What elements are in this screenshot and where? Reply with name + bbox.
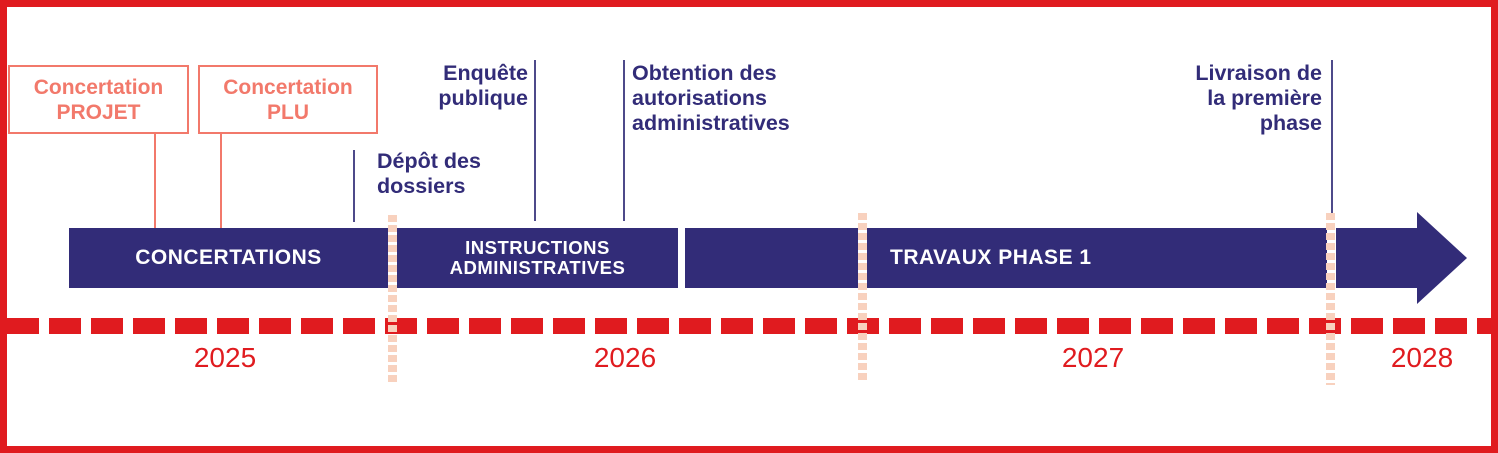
tick-line-depot-dossiers [353,150,355,222]
milestone-line: autorisations [632,86,767,110]
tick-line-enquete-publique [534,60,536,221]
timeline-arrow-head-icon [1417,212,1467,304]
callout-line: Concertation [223,75,353,99]
callout-line: PROJET [56,100,141,124]
phase-separator-3 [1326,213,1335,385]
phase-segment-concertations: CONCERTATIONS [69,228,388,288]
milestone-line: phase [1259,111,1322,135]
year-axis-dashed-line [7,318,1491,334]
milestone-enquete-publique: Enquête publique [438,61,528,111]
milestone-line: Enquête [443,61,528,85]
tick-line-livraison-phase [1331,60,1333,213]
callout-line: PLU [267,100,309,124]
connector-line-concertation-plu [220,133,222,228]
timeline-arrow-tail [1336,228,1417,288]
year-label-2025: 2025 [193,342,257,373]
year-label-2027: 2027 [1061,342,1125,373]
callout-line: Concertation [33,75,164,99]
milestone-line: administratives [632,111,790,135]
phase-label: TRAVAUX PHASE 1 [890,246,1092,269]
milestone-line: dossiers [377,174,466,198]
phase-separator-1 [388,215,397,385]
tick-line-obtention-autorisations [623,60,625,221]
phase-segment-unlabeled [685,228,858,288]
phase-label: CONCERTATIONS [135,246,322,269]
milestone-line: la première [1207,86,1322,110]
phase-label-line: INSTRUCTIONS [465,237,610,258]
milestone-line: Dépôt des [377,149,481,173]
connector-line-concertation-projet [154,133,156,228]
milestone-line: publique [438,86,528,110]
callout-concertation-projet: Concertation PROJET [8,65,189,134]
milestone-line: Livraison de [1195,61,1322,85]
milestone-obtention-autorisations: Obtention des autorisations administrati… [632,61,790,136]
year-label-2028: 2028 [1390,342,1454,373]
milestone-livraison-premiere-phase: Livraison de la première phase [1195,61,1322,136]
phase-segment-instructions-administratives: INSTRUCTIONS ADMINISTRATIVES [397,228,678,288]
callout-concertation-plu: Concertation PLU [198,65,378,134]
milestone-line: Obtention des [632,61,777,85]
year-label-2026: 2026 [593,342,657,373]
phase-separator-2 [858,213,867,383]
phase-label-line: ADMINISTRATIVES [449,257,626,278]
phase-segment-travaux-phase-1: TRAVAUX PHASE 1 [867,228,1327,288]
milestone-depot-dossiers: Dépôt des dossiers [377,149,481,199]
